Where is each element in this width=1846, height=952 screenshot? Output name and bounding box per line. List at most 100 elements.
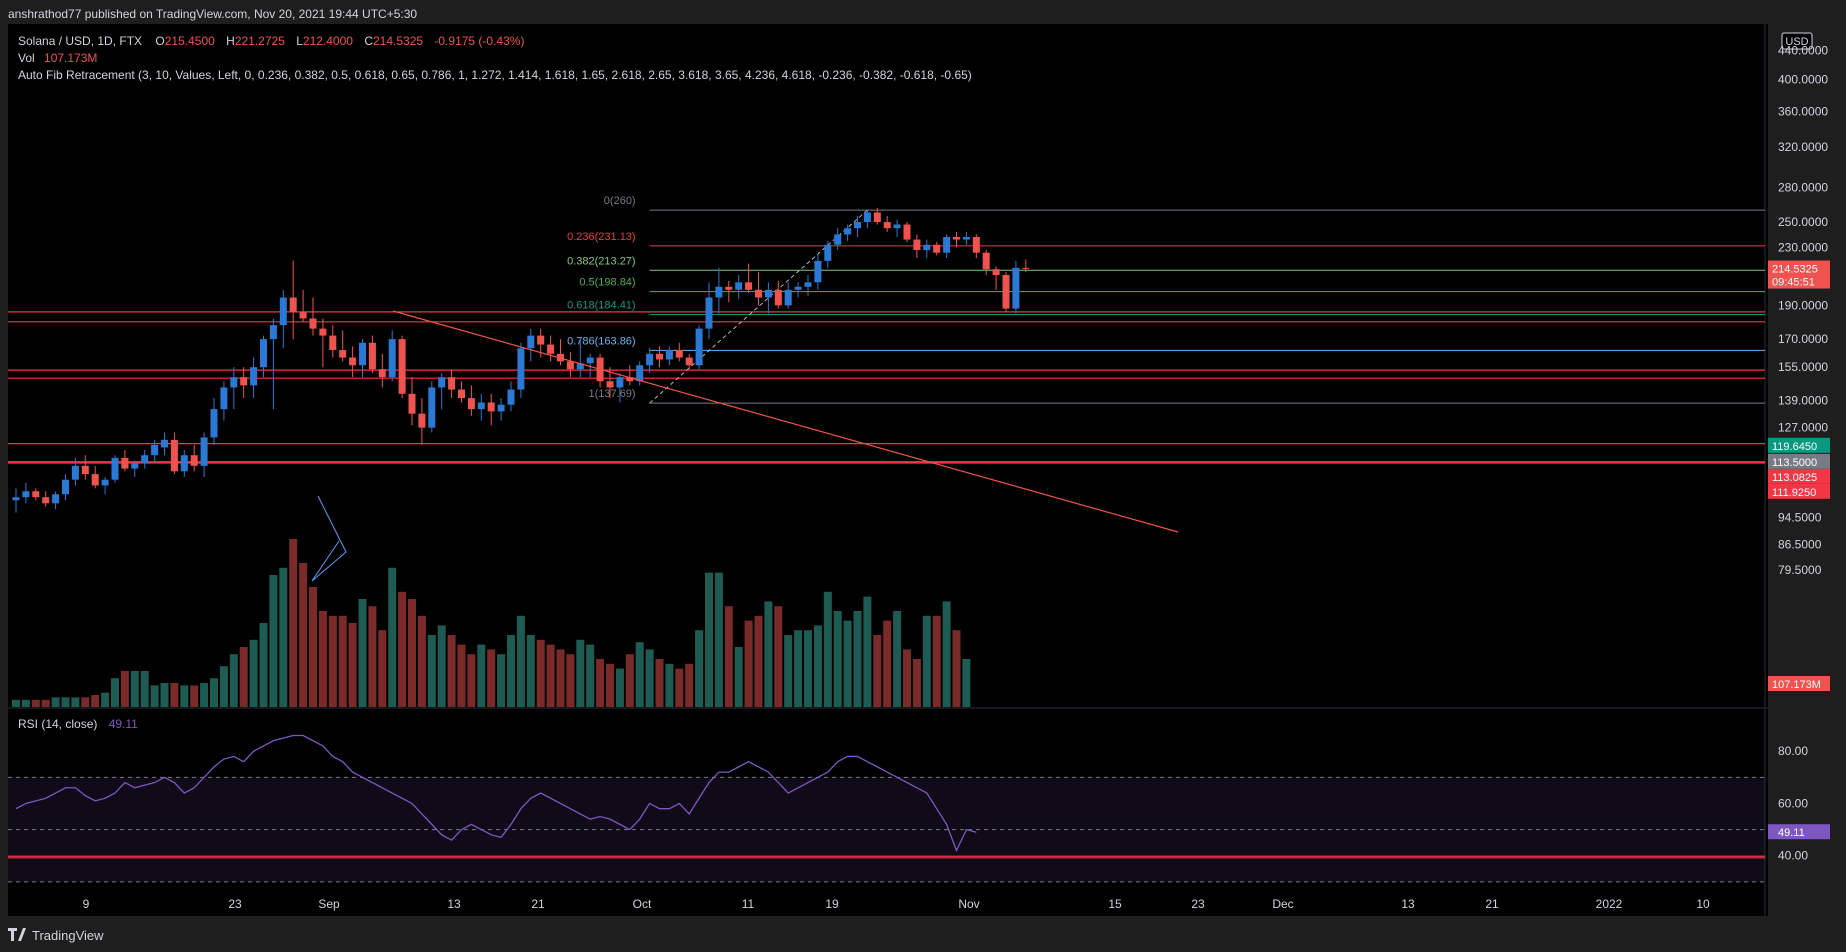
candle-body: [547, 344, 555, 354]
candle-body: [626, 377, 634, 382]
volume-bar: [813, 625, 822, 707]
volume-bar: [695, 630, 704, 707]
volume-bar: [833, 611, 842, 707]
candle-body: [953, 236, 960, 240]
candle-body: [982, 252, 990, 270]
volume-bar: [873, 635, 882, 707]
volume-bar: [566, 654, 575, 707]
candle-body: [477, 402, 485, 410]
time-tick-label: 21: [531, 897, 545, 911]
time-tick-label: 9: [83, 897, 90, 911]
fib-indicator-label: Auto Fib Retracement (3, 10, Values, Lef…: [18, 68, 972, 82]
volume-bar: [962, 659, 971, 707]
rsi-label: RSI (14, close): [18, 717, 97, 731]
volume-bar: [487, 649, 496, 707]
time-tick-label: Oct: [633, 897, 652, 911]
candle-body: [141, 455, 149, 464]
volume-bar: [180, 685, 189, 707]
candle-body: [170, 439, 178, 472]
rsi-value: 49.11: [109, 717, 138, 731]
price-axis[interactable]: 440.0000 400.0000 360.0000 320.0000 280.0000…: [1768, 43, 1830, 691]
volume-bar: [615, 668, 624, 707]
candle-body: [329, 335, 337, 351]
candle-body: [22, 491, 30, 498]
candle-body: [616, 377, 624, 388]
volume-bar: [328, 615, 337, 707]
volume-bar: [81, 697, 90, 707]
candle-body: [576, 363, 584, 370]
volume-bar: [764, 601, 773, 707]
rsi-line: [15, 734, 977, 853]
candle-body: [398, 339, 406, 394]
candle-body: [854, 222, 861, 229]
volume-bar: [467, 654, 476, 707]
candle-body: [586, 357, 594, 364]
candle-body: [200, 437, 208, 466]
candle-body: [527, 335, 535, 349]
candle-body: [260, 339, 267, 368]
volume-bar: [269, 575, 278, 707]
candle-body: [873, 212, 881, 223]
volume-bar: [279, 567, 288, 707]
time-tick-label: 2022: [1596, 897, 1623, 911]
volume-bar: [675, 668, 684, 707]
candle-body: [903, 224, 911, 240]
time-axis[interactable]: 9 23 Sep 13 21 Oct 11 19 Nov 15 23 Dec 13 21 2022 10: [83, 897, 1710, 911]
volume-bar: [536, 639, 545, 707]
fib-level-label: 0.382(213.27): [567, 255, 636, 267]
candle-body: [289, 297, 297, 312]
high-label: H: [226, 34, 235, 48]
time-tick-label: 23: [228, 897, 242, 911]
candle-body: [972, 236, 980, 253]
price-tick-label: 250.0000: [1778, 215, 1828, 229]
candle-body: [566, 361, 574, 370]
rsi-tick-label: 80.00: [1778, 744, 1808, 758]
volume-bar: [714, 572, 723, 707]
volume-bar: [477, 644, 486, 707]
rsi-badge-label: 49.11: [1778, 827, 1805, 839]
low-value: 212.4000: [303, 34, 353, 48]
candle-body: [606, 381, 614, 388]
volume-bar: [823, 591, 832, 707]
symbol-label[interactable]: Solana / USD, 1D, FTX: [18, 34, 142, 48]
currency-box[interactable]: [1781, 32, 1813, 50]
time-tick-label: Dec: [1272, 897, 1293, 911]
candle-body: [962, 236, 970, 240]
candle-body: [755, 289, 762, 298]
close-label: C: [364, 34, 373, 48]
candle-body: [240, 377, 248, 386]
volume-bar: [190, 685, 199, 707]
rsi-badge: [1768, 824, 1830, 840]
candle-body: [121, 457, 129, 469]
candle-body: [844, 228, 852, 235]
svg-text:RSI (14, close) 49.11: RSI (14, close) 49.11: [18, 717, 138, 731]
candle-body: [804, 282, 812, 287]
time-tick-label: 21: [1485, 897, 1499, 911]
volume-bar: [210, 678, 218, 707]
candle-body: [428, 387, 436, 428]
volume-bar: [447, 635, 456, 707]
candle-body: [438, 377, 446, 388]
fib-level-label: 0.5(198.84): [579, 277, 635, 289]
rsi-pane: 80.00 60.00 40.00 49.11: [8, 734, 1830, 883]
time-tick-label: Nov: [958, 897, 979, 911]
volume-bar: [31, 699, 40, 707]
volume-bar: [289, 539, 298, 707]
time-tick-label: 19: [825, 897, 839, 911]
volume-bar: [51, 697, 60, 707]
vol-value: 107.173M: [44, 51, 97, 65]
candle-body: [111, 457, 119, 480]
candle-body: [537, 335, 545, 345]
volume-bar: [863, 596, 872, 707]
descending-trendline: [392, 310, 1179, 533]
currency-label: USD: [1785, 36, 1808, 48]
fib-level-label: 0(260): [604, 195, 636, 207]
fib-level-label: 0.786(163.86): [567, 335, 636, 347]
candle-body: [863, 212, 871, 223]
candle-body: [675, 350, 683, 358]
candle-body: [32, 491, 40, 498]
change-value: -0.9175 (-0.43%): [434, 34, 524, 48]
volume-bar: [170, 683, 179, 707]
volume-bar: [665, 663, 674, 707]
candle-body: [992, 269, 1000, 275]
